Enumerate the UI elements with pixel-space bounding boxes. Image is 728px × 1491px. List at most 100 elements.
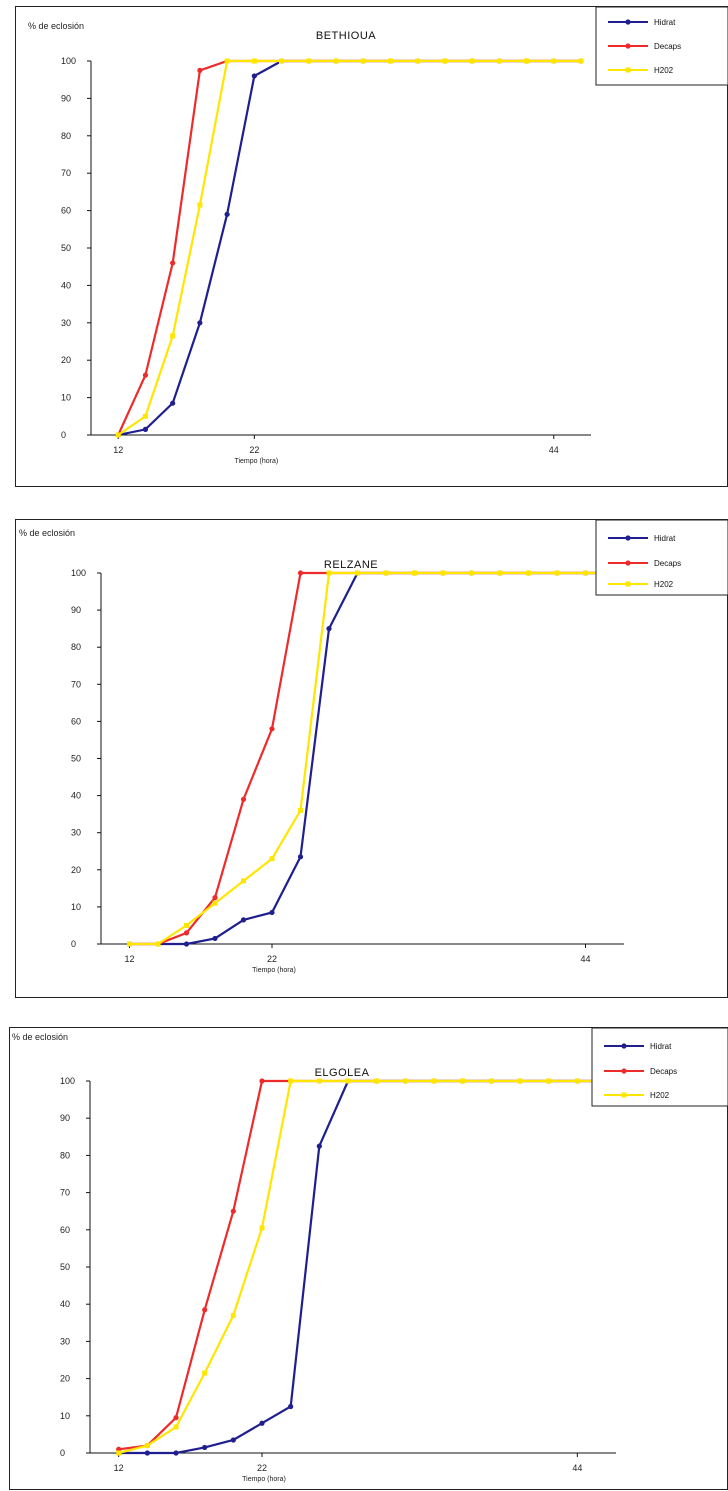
legend-label: Hidrat (650, 1042, 672, 1051)
y-tick-label: 20 (60, 1374, 70, 1384)
series-line (117, 59, 581, 437)
legend-marker (625, 43, 631, 49)
legend-box (595, 520, 728, 596)
y-tick-label: 70 (71, 679, 81, 689)
legend-label: H202 (650, 1091, 670, 1100)
legend-label: Decaps (650, 1067, 677, 1076)
chart-bethioua: % de eclosión BETHIOUA 0 10 20 30 40 50 60 70 80 90… (28, 7, 728, 465)
data-point (202, 1444, 208, 1451)
legend-marker (621, 1043, 627, 1049)
legend-marker (625, 560, 631, 566)
x-tick-label: 44 (580, 954, 590, 964)
series-line (118, 1079, 606, 1455)
data-point (431, 1078, 437, 1084)
data-point (183, 930, 190, 936)
chart-title: RELZANE (324, 559, 378, 571)
data-point (316, 1143, 322, 1149)
x-tick-label: 12 (113, 445, 123, 455)
data-point (306, 58, 312, 64)
legend-label: H202 (654, 580, 674, 589)
series-h202 (115, 58, 584, 438)
legend-label: Decaps (654, 42, 681, 51)
series-decaps (126, 570, 617, 947)
y-tick-label: 90 (71, 605, 81, 615)
data-point (355, 570, 360, 576)
y-axis-label: % de eclosión (12, 1032, 68, 1042)
y-tick-label: 30 (60, 1336, 70, 1346)
x-axis-label: Tiempo (hora) (252, 967, 296, 974)
data-point (269, 856, 275, 862)
y-tick-label: 50 (71, 754, 81, 764)
legend-marker (625, 19, 631, 25)
data-point (269, 909, 275, 916)
chart-panel-elgolea: % de eclosión ELGOLEA 0 10 20 30 40 50 60 70 80 90 1… (9, 1027, 728, 1490)
data-point (583, 570, 588, 576)
legend-marker (621, 1092, 627, 1098)
legend-marker (621, 1068, 627, 1074)
data-point (142, 413, 148, 419)
data-point (554, 570, 560, 576)
chart-title: BETHIOUA (316, 30, 376, 42)
legend-marker (625, 67, 631, 73)
y-tick-label: 60 (60, 1225, 70, 1235)
x-axis-label: Tiempo (hora) (242, 1476, 286, 1483)
data-point (460, 1078, 466, 1084)
y-tick-label: 70 (60, 1188, 70, 1198)
data-point (383, 570, 389, 576)
series-line (117, 59, 581, 436)
data-point (144, 1450, 150, 1456)
data-point (202, 1307, 208, 1313)
data-point (288, 1403, 294, 1410)
y-tick-label: 20 (61, 355, 71, 365)
data-point (333, 58, 339, 64)
data-point (170, 260, 176, 266)
data-point (517, 1078, 523, 1084)
data-point (546, 1078, 552, 1084)
data-point (269, 726, 275, 732)
series-line (129, 571, 614, 946)
chart-panel-relzane: % de eclosión RELZANE 0 10 20 30 40 50 60 70 80 90 1… (15, 519, 728, 998)
y-tick-label: 100 (61, 56, 76, 66)
data-point (212, 900, 218, 906)
y-tick-label: 30 (71, 828, 81, 838)
data-point (116, 1450, 122, 1456)
data-point (224, 211, 230, 217)
data-point (230, 1312, 236, 1318)
data-point (197, 202, 203, 208)
data-point (259, 1225, 265, 1231)
data-point (574, 1078, 580, 1084)
x-tick-label: 12 (124, 954, 134, 964)
data-point (402, 1078, 408, 1084)
y-tick-label: 0 (61, 430, 66, 440)
data-point (155, 941, 161, 947)
series-hidrat (126, 570, 617, 947)
data-point (374, 1078, 380, 1084)
data-point (251, 58, 257, 64)
y-tick-label: 10 (71, 902, 81, 912)
x-tick-label: 44 (572, 1463, 582, 1473)
data-point (387, 58, 393, 64)
series-decaps (115, 58, 584, 438)
y-tick-label: 40 (60, 1299, 70, 1309)
data-point (202, 1370, 208, 1376)
y-tick-label: 60 (71, 716, 81, 726)
data-point (469, 58, 475, 64)
data-point (241, 878, 246, 884)
y-tick-label: 100 (60, 1076, 75, 1086)
legend-box (591, 1028, 728, 1107)
legend-marker (625, 535, 631, 541)
y-tick-label: 10 (60, 1411, 70, 1421)
data-point (259, 1078, 265, 1084)
data-point (297, 854, 304, 860)
series-line (129, 571, 614, 946)
data-point (127, 941, 132, 947)
y-tick-label: 80 (71, 642, 81, 652)
data-point (288, 1078, 294, 1084)
y-tick-label: 20 (71, 865, 81, 875)
data-point (170, 400, 176, 406)
legend: Hidrat Decaps H202 (591, 1028, 728, 1107)
data-point (173, 1415, 179, 1421)
legend-label: Decaps (654, 559, 681, 568)
data-point (142, 372, 149, 378)
data-point (240, 796, 247, 802)
